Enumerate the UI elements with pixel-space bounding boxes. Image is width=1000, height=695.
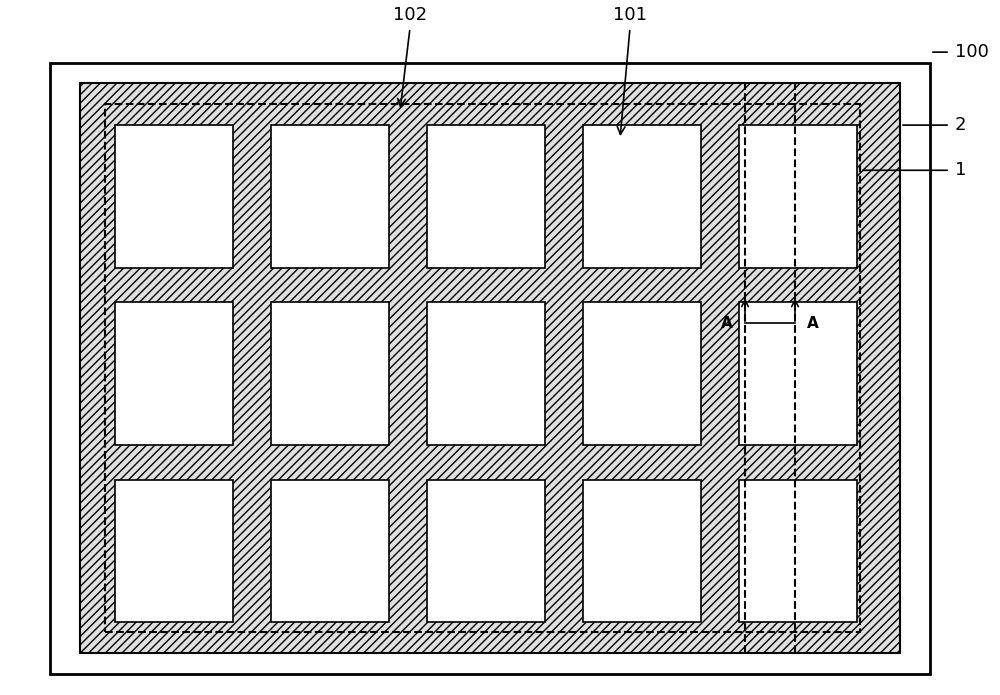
Bar [583, 125, 701, 268]
Bar [739, 302, 857, 445]
Bar [583, 302, 701, 445]
Text: A: A [807, 316, 819, 331]
Bar [427, 302, 545, 445]
Text: A: A [721, 316, 733, 331]
Text: 100: 100 [955, 43, 989, 61]
Bar [271, 302, 389, 445]
Bar [115, 480, 233, 622]
Bar [115, 302, 233, 445]
Bar [271, 480, 389, 622]
Bar [50, 63, 930, 674]
Bar [427, 125, 545, 268]
Bar [105, 104, 860, 632]
Text: 1: 1 [955, 161, 966, 179]
Text: 2: 2 [955, 116, 966, 134]
Bar [115, 125, 233, 268]
Bar [583, 480, 701, 622]
Bar [80, 83, 900, 653]
Text: 102: 102 [393, 6, 427, 24]
Bar [271, 125, 389, 268]
Text: 101: 101 [613, 6, 647, 24]
Bar [739, 480, 857, 622]
Bar [427, 480, 545, 622]
Bar [739, 125, 857, 268]
